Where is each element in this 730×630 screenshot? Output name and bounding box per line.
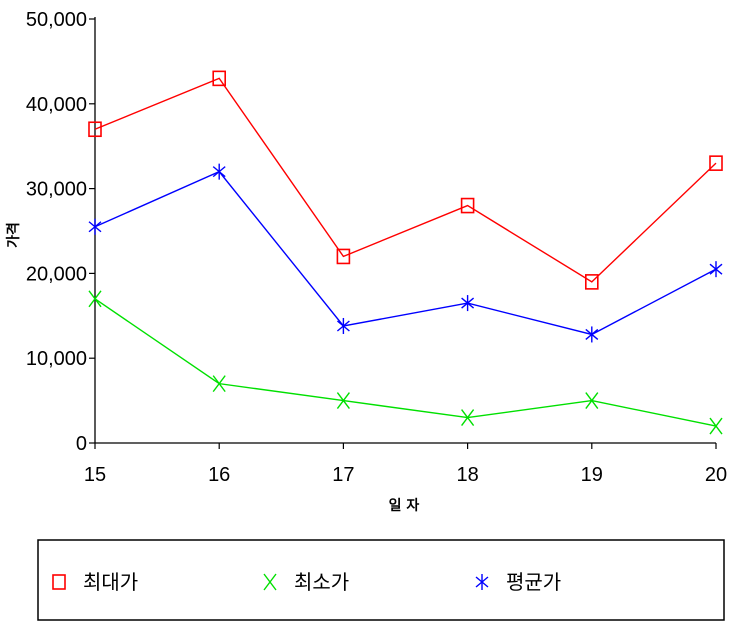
x-tick-label: 19 xyxy=(581,464,603,486)
series-line-2 xyxy=(94,298,717,427)
data-point-1 xyxy=(212,70,226,87)
data-point-2 xyxy=(88,290,102,308)
legend: 최대가 최소가 평균가 xyxy=(52,570,561,594)
x-tick-label: 15 xyxy=(84,464,106,486)
legend-item-1: 최대가 xyxy=(52,570,138,594)
data-point-3 xyxy=(709,261,723,278)
data-point-1 xyxy=(336,248,351,265)
data-point-3 xyxy=(585,326,599,343)
x-axis-label: 일 자 xyxy=(389,498,420,514)
legend-item-3: 평균가 xyxy=(475,570,561,594)
data-point-1 xyxy=(584,274,599,290)
y-tick-label: 10,000 xyxy=(26,348,87,370)
data-point-3 xyxy=(88,218,102,235)
x-tick-label: 16 xyxy=(208,464,230,486)
data-point-3 xyxy=(461,295,475,312)
x-axis-ticks: 15 16 17 18 19 20 xyxy=(84,443,727,486)
y-tick-label: 0 xyxy=(76,433,87,455)
data-point-3 xyxy=(336,317,350,334)
legend-label-1: 최대가 xyxy=(83,570,138,594)
data-point-1 xyxy=(88,121,102,138)
x-tick-label: 20 xyxy=(705,464,727,486)
y-axis-label: 가격 xyxy=(5,222,22,248)
legend-label-3: 평균가 xyxy=(506,570,561,594)
legend-marker-3 xyxy=(475,574,489,590)
x-tick-label: 18 xyxy=(456,464,478,486)
data-point-1 xyxy=(460,197,475,214)
data-point-2 xyxy=(585,392,599,410)
y-axis-ticks: 0 10,000 20,000 30,000 40,000 50,000 xyxy=(26,9,95,455)
axes xyxy=(94,17,716,444)
data-point-2 xyxy=(461,409,475,426)
data-point-2 xyxy=(709,417,723,435)
legend-item-2: 최소가 xyxy=(263,570,349,594)
x-tick-label: 17 xyxy=(332,464,354,486)
series-line-1 xyxy=(94,77,717,283)
data-point-1 xyxy=(709,155,723,171)
legend-label-2: 최소가 xyxy=(294,570,349,594)
y-tick-label: 40,000 xyxy=(26,94,87,116)
y-tick-label: 20,000 xyxy=(26,263,87,285)
y-tick-label: 30,000 xyxy=(26,179,87,201)
y-tick-label: 50,000 xyxy=(26,9,87,31)
data-point-3 xyxy=(212,163,226,180)
data-point-2 xyxy=(212,375,226,393)
legend-marker-1 xyxy=(52,574,66,590)
series-line-3 xyxy=(94,170,717,336)
series-group xyxy=(88,70,723,435)
data-point-2 xyxy=(336,392,350,410)
legend-box xyxy=(37,539,725,621)
legend-marker-2 xyxy=(263,573,277,591)
